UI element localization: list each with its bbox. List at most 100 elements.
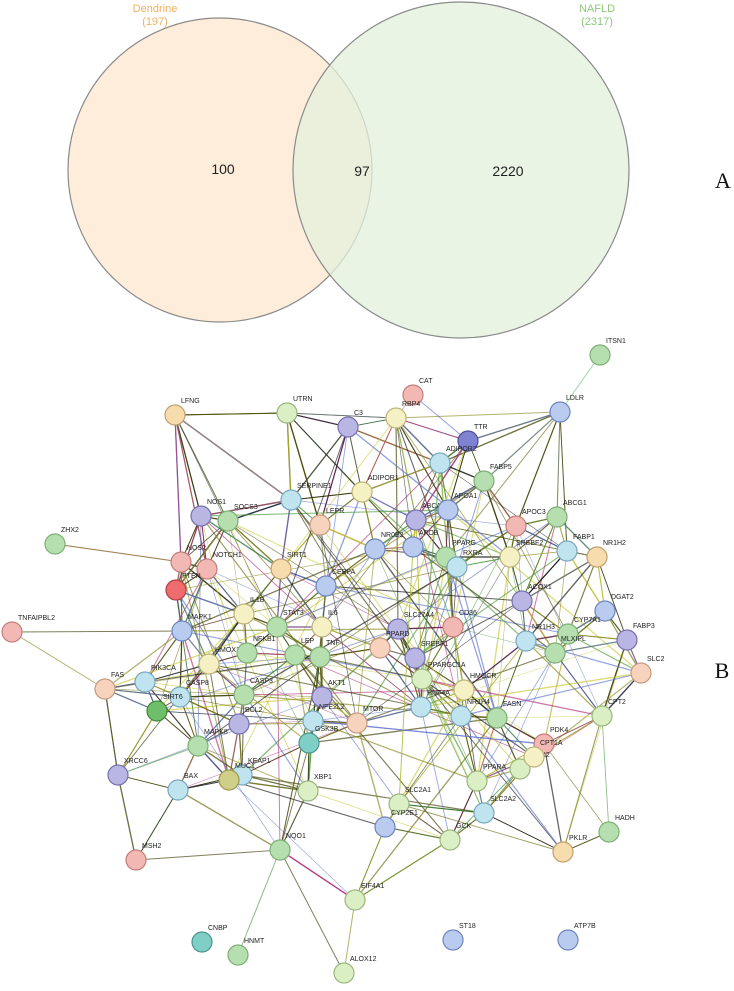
node: [94, 678, 116, 700]
edge: [319, 525, 517, 658]
edge: [174, 414, 182, 563]
node-label: ST18: [459, 923, 476, 930]
edge: [174, 414, 208, 570]
node: [552, 841, 574, 863]
node: [233, 684, 255, 706]
edge: [144, 647, 381, 683]
edge: [601, 715, 610, 833]
edge: [374, 480, 485, 550]
edge: [279, 849, 345, 974]
edge: [521, 550, 568, 602]
node: [374, 816, 396, 838]
node-label: MAPK1: [188, 614, 212, 621]
edge: [227, 499, 292, 522]
node: [311, 616, 333, 638]
edge: [554, 550, 568, 654]
edge: [379, 647, 422, 708]
edge: [415, 519, 511, 558]
node-label: XRCC6: [124, 758, 148, 765]
edge: [452, 626, 556, 654]
node: [509, 758, 531, 780]
node: [1, 621, 23, 643]
edge: [200, 515, 323, 628]
node: [437, 499, 459, 521]
node-label: NR1H4: [467, 699, 490, 706]
edge: [319, 524, 358, 724]
node: [466, 770, 488, 792]
node: [309, 646, 331, 668]
edge: [543, 715, 603, 745]
edge: [319, 656, 423, 680]
node-label: HNF4A: [427, 690, 450, 697]
edge: [415, 519, 462, 717]
node-label: CD36: [459, 610, 477, 617]
edge: [319, 524, 462, 717]
edge: [227, 520, 454, 628]
node: [549, 401, 571, 423]
edge: [156, 628, 399, 712]
edge: [596, 556, 628, 641]
node: [523, 746, 545, 768]
node-label: DGAT2: [611, 594, 634, 601]
nodes: ITSN1 CAT LDLR LFNG UTRN C3 RBP4 TTR ADIPOR2 FABP…: [1, 338, 665, 984]
edge: [395, 417, 449, 511]
node: [346, 712, 368, 734]
edge: [421, 678, 535, 758]
node: [236, 642, 258, 664]
edge: [460, 715, 564, 853]
node-label: SERPINE1: [297, 483, 332, 490]
edge: [496, 640, 527, 719]
edge: [177, 789, 281, 851]
edge: [566, 550, 606, 612]
edge: [356, 722, 386, 828]
edge: [397, 516, 558, 630]
node: [385, 407, 407, 429]
node: [280, 489, 302, 511]
edge: [312, 720, 478, 782]
edge: [356, 600, 523, 724]
edge: [246, 652, 423, 680]
node: [511, 590, 533, 612]
node: [442, 616, 464, 638]
edge: [445, 411, 561, 558]
node-label: CPT1A: [540, 740, 563, 747]
edge: [412, 394, 469, 442]
panel-label: A: [715, 168, 731, 193]
edge: [200, 499, 292, 517]
edge: [54, 543, 182, 563]
node: [557, 623, 579, 645]
edge: [241, 742, 310, 776]
edge: [397, 440, 469, 630]
edge: [439, 462, 568, 552]
node-label: APOB: [419, 530, 439, 537]
edge: [228, 779, 386, 828]
node: [594, 600, 616, 622]
node-label: PIK3CA: [151, 665, 176, 672]
edge: [312, 706, 422, 722]
edge: [467, 411, 561, 442]
node: [404, 647, 426, 669]
node: [333, 962, 355, 984]
node-label: IL6: [328, 610, 338, 617]
edge: [525, 640, 642, 674]
node-label: FASN: [503, 701, 521, 708]
node-label: ACOX1: [528, 584, 552, 591]
node: [170, 551, 192, 573]
edge: [280, 417, 397, 570]
node-label: CASP3: [250, 678, 273, 685]
edge: [117, 696, 323, 776]
edge: [361, 417, 397, 493]
node-label: HMGCR: [470, 673, 496, 680]
edge: [179, 696, 240, 725]
edge: [395, 417, 447, 558]
node: [589, 344, 611, 366]
node-label: NOS2: [187, 545, 206, 552]
node-label: FABP5: [490, 464, 512, 471]
region-count: 100: [211, 161, 235, 177]
edge: [384, 826, 451, 841]
edge: [421, 678, 478, 782]
edge: [347, 426, 511, 558]
edge: [420, 706, 451, 841]
node: [388, 793, 410, 815]
